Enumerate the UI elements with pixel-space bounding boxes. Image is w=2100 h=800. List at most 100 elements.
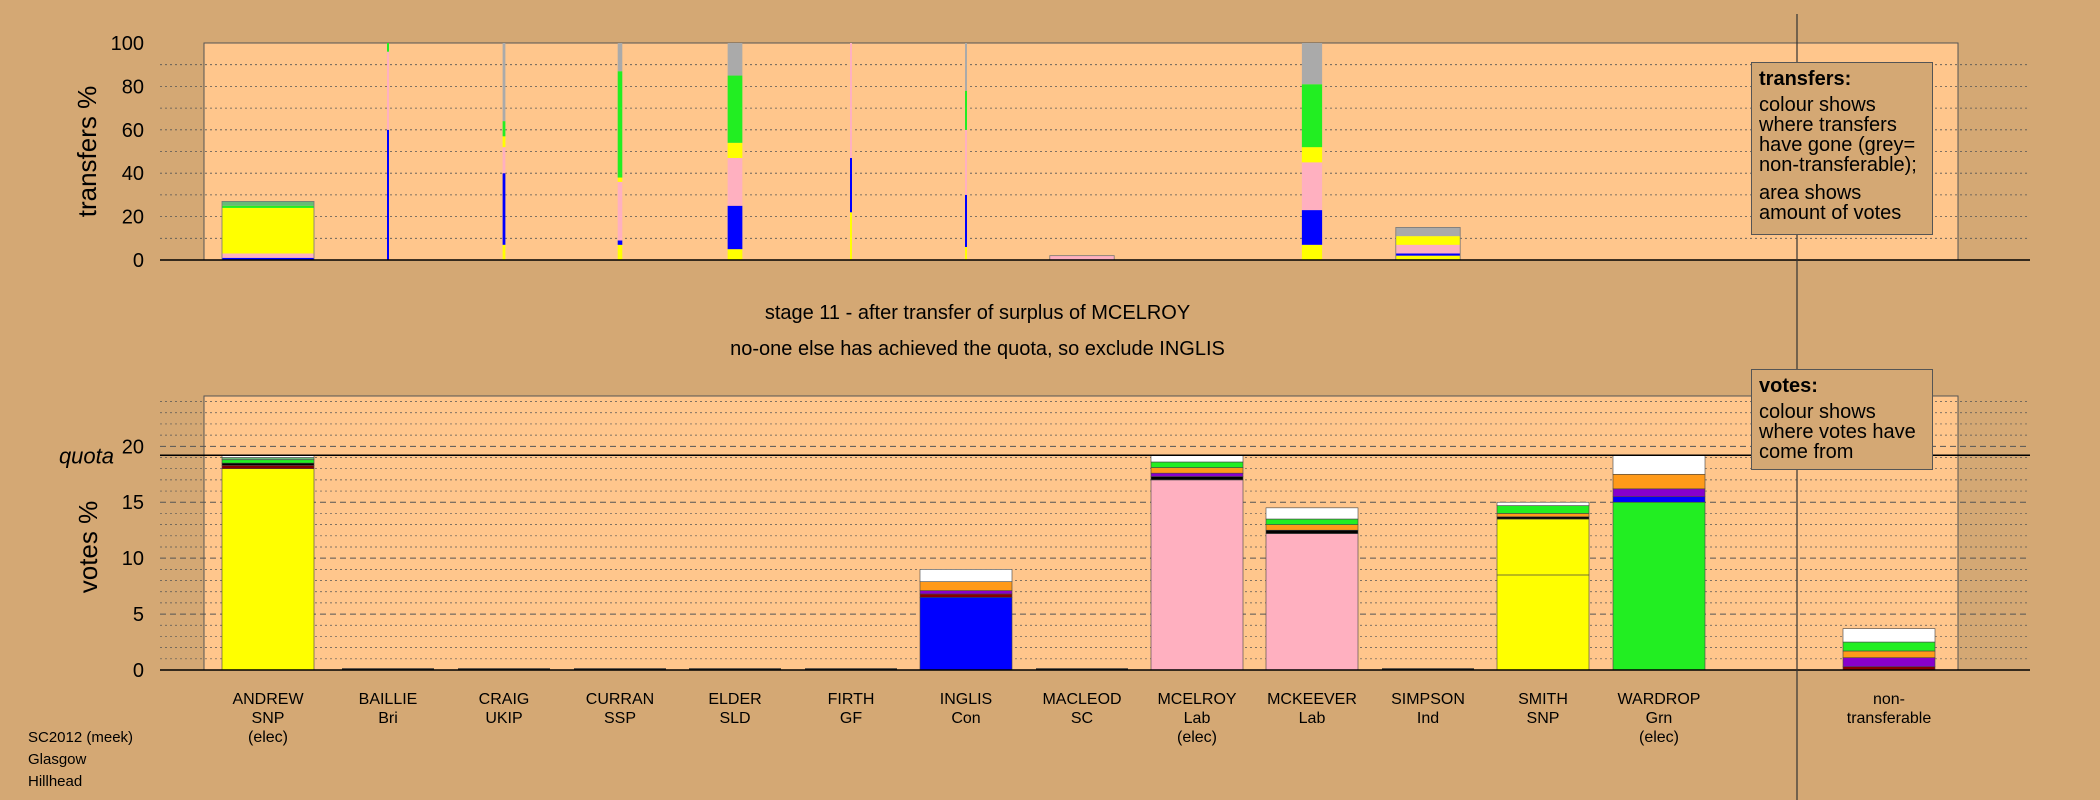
- votes-segment-smith: [1496, 518, 1590, 576]
- votes-segment-inglis: [919, 597, 1013, 671]
- votes-segment-inglis: [919, 569, 1013, 582]
- votes-segment-andrew: [221, 459, 315, 464]
- transfer-segment-elder: [727, 43, 743, 76]
- transfer-segment-baillie: [387, 129, 389, 260]
- candidate-party-label: Con: [951, 710, 980, 727]
- candidate-party-label: Grn: [1646, 710, 1673, 727]
- votes-segment-inglis: [919, 590, 1013, 595]
- transfer-segment-macleod: [965, 90, 967, 130]
- candidate-party-label: transferable: [1847, 710, 1932, 727]
- votes-segment-non: [1842, 641, 1936, 652]
- transfers-y-tick: 40: [122, 163, 144, 185]
- transfers-y-tick: 20: [122, 207, 144, 229]
- transfer-segment-wardrop: [1395, 253, 1461, 256]
- votes-segment-mcelroy: [1150, 479, 1244, 671]
- transfer-segment-andrew: [222, 253, 314, 258]
- transfers-y-tick: 100: [111, 33, 144, 55]
- candidate-name-label: ANDREW: [232, 691, 304, 708]
- candidate-party-label: GF: [840, 710, 862, 727]
- votes-segment-wardrop: [1612, 473, 1706, 490]
- transfer-segment-craig: [502, 244, 506, 260]
- votes-segment-wardrop: [1612, 488, 1706, 497]
- votes-segment-non: [1842, 657, 1936, 667]
- votes-y-label: votes %: [73, 501, 103, 594]
- votes-segment-non: [1842, 628, 1936, 643]
- votes-segment-inglis: [919, 581, 1013, 591]
- candidate-name-label: WARDROP: [1618, 691, 1701, 708]
- transfer-segment-craig: [502, 121, 506, 137]
- votes-segment-wardrop: [1612, 496, 1706, 503]
- axes: 0 20 40 60 80 100 0 5 10 15 20 transfers % votes % qu…: [59, 14, 2030, 800]
- votes-segment-andrew: [221, 462, 315, 466]
- transfer-segment-wardrop: [1395, 255, 1461, 260]
- votes-segment-non: [1842, 650, 1936, 658]
- candidate-name-label: SMITH: [1518, 691, 1568, 708]
- candidate-name-label: MCKEEVER: [1267, 691, 1357, 708]
- transfer-segment-macleod: [965, 194, 967, 247]
- candidate-party-label: Ind: [1417, 710, 1439, 727]
- transfer-segment-andrew: [222, 205, 314, 208]
- candidate-name-label: CRAIG: [479, 691, 530, 708]
- candidate-party-label: SC: [1071, 710, 1093, 727]
- transfer-segment-craig: [502, 147, 506, 174]
- candidate-name-label: MACLEOD: [1042, 691, 1121, 708]
- candidate-party-label: SLD: [719, 710, 750, 727]
- votes-segment-andrew: [221, 468, 315, 671]
- transfers-legend: transfers: colour shows where transfers …: [1751, 62, 1933, 235]
- transfers-y-tick: 0: [133, 250, 144, 272]
- votes-segment-smith: [1496, 516, 1590, 520]
- votes-segment-inglis: [919, 593, 1013, 598]
- votes-segment-mcelroy: [1150, 472, 1244, 477]
- candidate-party-label: Bri: [378, 710, 398, 727]
- candidate-name-label: CURRAN: [586, 691, 654, 708]
- votes-y-tick: 10: [122, 548, 144, 570]
- transfer-segment-curran: [617, 43, 623, 72]
- transfer-segment-baillie: [387, 51, 389, 130]
- candidate-name-label: non-: [1873, 691, 1905, 708]
- transfer-segment-andrew: [222, 201, 314, 206]
- transfer-segment-elder: [727, 75, 743, 143]
- stage-caption: stage 11 - after transfer of surplus of …: [764, 302, 1191, 324]
- transfer-segment-wardrop: [1395, 236, 1461, 245]
- votes-y-tick: 15: [122, 492, 144, 514]
- transfer-segment-smith: [1301, 147, 1323, 163]
- votes-legend-title: votes:: [1759, 375, 1818, 397]
- votes-legend-text1: colour shows where votes have come from: [1759, 401, 1916, 463]
- candidate-status-label: (elec): [1177, 729, 1217, 746]
- candidate-name-label: INGLIS: [940, 691, 992, 708]
- candidate-party-label: UKIP: [485, 710, 522, 727]
- transfer-segment-firth: [850, 158, 852, 213]
- transfer-segment-baillie: [387, 43, 389, 52]
- transfer-segment-smith: [1301, 43, 1323, 85]
- transfer-segment-macleod: [965, 129, 967, 195]
- candidate-name-label: MCELROY: [1157, 691, 1236, 708]
- votes-y-tick: 20: [122, 436, 144, 458]
- transfers-y-tick: 80: [122, 76, 144, 98]
- transfers-legend-title: transfers:: [1759, 68, 1852, 90]
- transfer-segment-craig: [502, 136, 506, 148]
- votes-segment-mckeever: [1265, 533, 1359, 671]
- transfer-segment-macleod: [965, 43, 967, 91]
- votes-segment-mcelroy: [1150, 454, 1244, 463]
- transfer-segment-craig: [502, 43, 506, 122]
- transfer-segment-curran: [617, 240, 623, 245]
- votes-segment-mckeever: [1265, 529, 1359, 534]
- votes-segment-mcelroy: [1150, 461, 1244, 468]
- transfer-segment-elder: [727, 142, 743, 159]
- votes-segment-smith: [1496, 513, 1590, 518]
- transfer-segment-craig: [502, 173, 506, 245]
- transfers-legend-text1: colour shows where transfers have gone (…: [1759, 94, 1917, 176]
- candidate-status-label: (elec): [248, 729, 288, 746]
- votes-segment-mcelroy: [1150, 476, 1244, 481]
- votes-segment-mcelroy: [1150, 467, 1244, 474]
- votes-plot-area: [160, 395, 2030, 671]
- exclusion-caption: no-one else has achieved the quota, so e…: [730, 338, 1225, 360]
- transfer-segment-elder: [727, 158, 743, 206]
- transfer-segment-smith: [1301, 210, 1323, 245]
- transfers-bars: [221, 43, 1461, 261]
- transfer-segment-smith: [1301, 84, 1323, 148]
- candidate-party-label: Lab: [1299, 710, 1326, 727]
- candidate-party-label: SNP: [1527, 710, 1560, 727]
- transfer-segment-firth: [850, 212, 852, 260]
